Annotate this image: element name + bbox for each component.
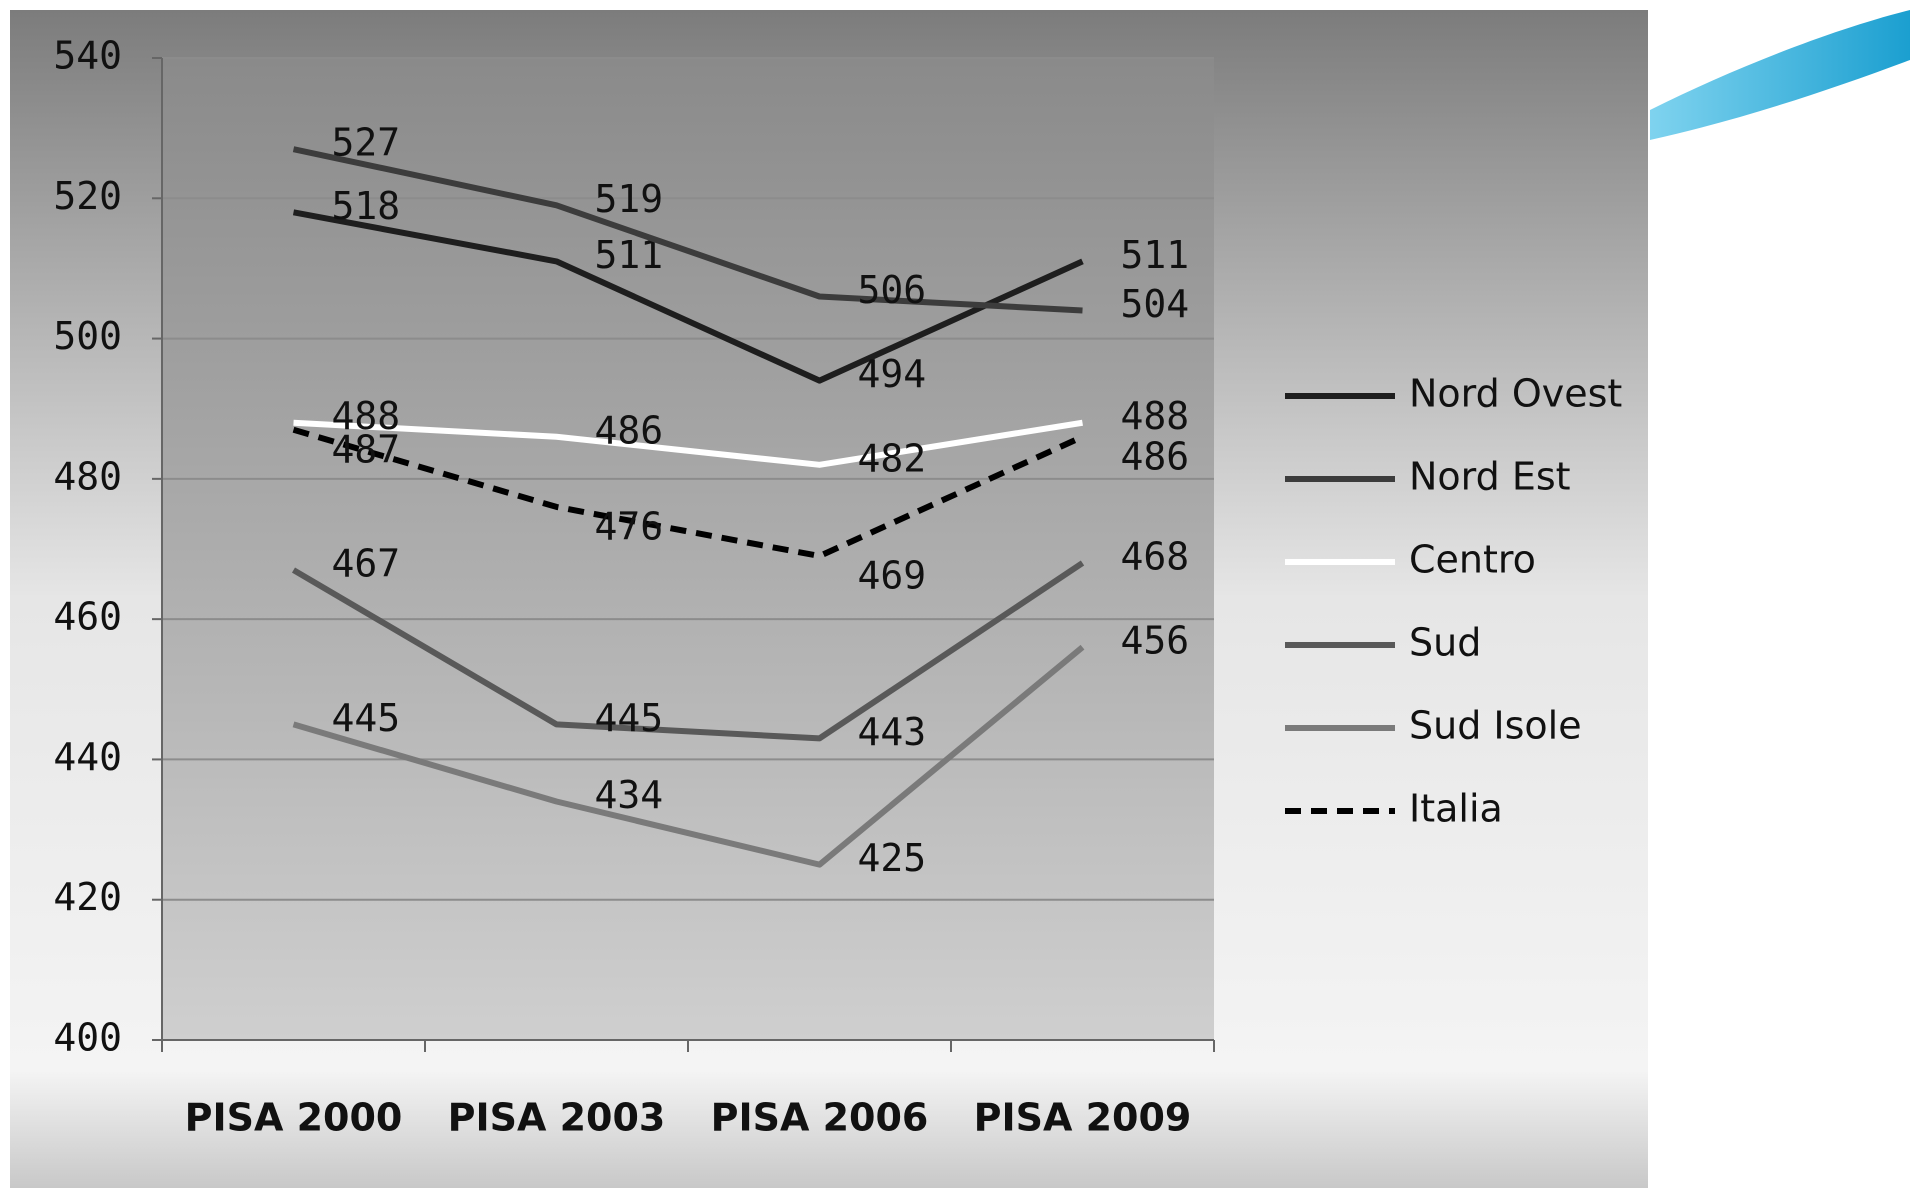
value-label: 519 [595, 177, 664, 221]
x-tick-label: PISA 2006 [711, 1096, 929, 1140]
legend-label: Sud [1409, 621, 1481, 665]
y-tick-label: 480 [53, 454, 122, 498]
y-tick-label: 400 [53, 1016, 122, 1060]
y-tick-label: 460 [53, 595, 122, 639]
y-tick-label: 440 [53, 735, 122, 779]
value-label: 511 [1121, 233, 1190, 277]
y-tick-label: 500 [53, 314, 122, 358]
value-label: 488 [1121, 394, 1190, 438]
legend-label: Italia [1409, 787, 1503, 831]
legend-label: Centro [1409, 538, 1536, 582]
legend-label: Sud Isole [1409, 704, 1582, 748]
value-label: 443 [858, 710, 927, 754]
value-label: 518 [332, 184, 401, 228]
value-label: 456 [1121, 619, 1190, 663]
value-label: 468 [1121, 535, 1190, 579]
value-label: 445 [332, 696, 401, 740]
value-label: 425 [858, 836, 927, 880]
value-label: 445 [595, 696, 664, 740]
y-tick-label: 420 [53, 875, 122, 919]
value-label: 476 [595, 504, 664, 548]
y-tick-label: 540 [53, 34, 122, 78]
plot-area [162, 58, 1214, 1040]
y-tick-label: 520 [53, 174, 122, 218]
value-label: 469 [858, 554, 927, 598]
value-label: 467 [332, 542, 401, 586]
value-label: 487 [332, 427, 401, 471]
decoration [1650, 10, 1910, 140]
value-label: 504 [1121, 282, 1190, 326]
value-label: 506 [858, 268, 927, 312]
legend-label: Nord Est [1409, 455, 1571, 499]
value-label: 494 [858, 352, 927, 396]
value-label: 482 [858, 436, 927, 480]
value-label: 434 [595, 773, 664, 817]
x-tick-label: PISA 2000 [185, 1096, 403, 1140]
value-label: 486 [595, 408, 664, 452]
legend-label: Nord Ovest [1409, 372, 1622, 416]
value-label: 486 [1121, 434, 1190, 478]
value-label: 527 [332, 121, 401, 165]
chart: 400 420 440 460 480 500 520 540 PISA 2000 PISA 20… [0, 0, 1910, 1190]
x-tick-label: PISA 2009 [974, 1096, 1192, 1140]
x-tick-label: PISA 2003 [448, 1096, 666, 1140]
